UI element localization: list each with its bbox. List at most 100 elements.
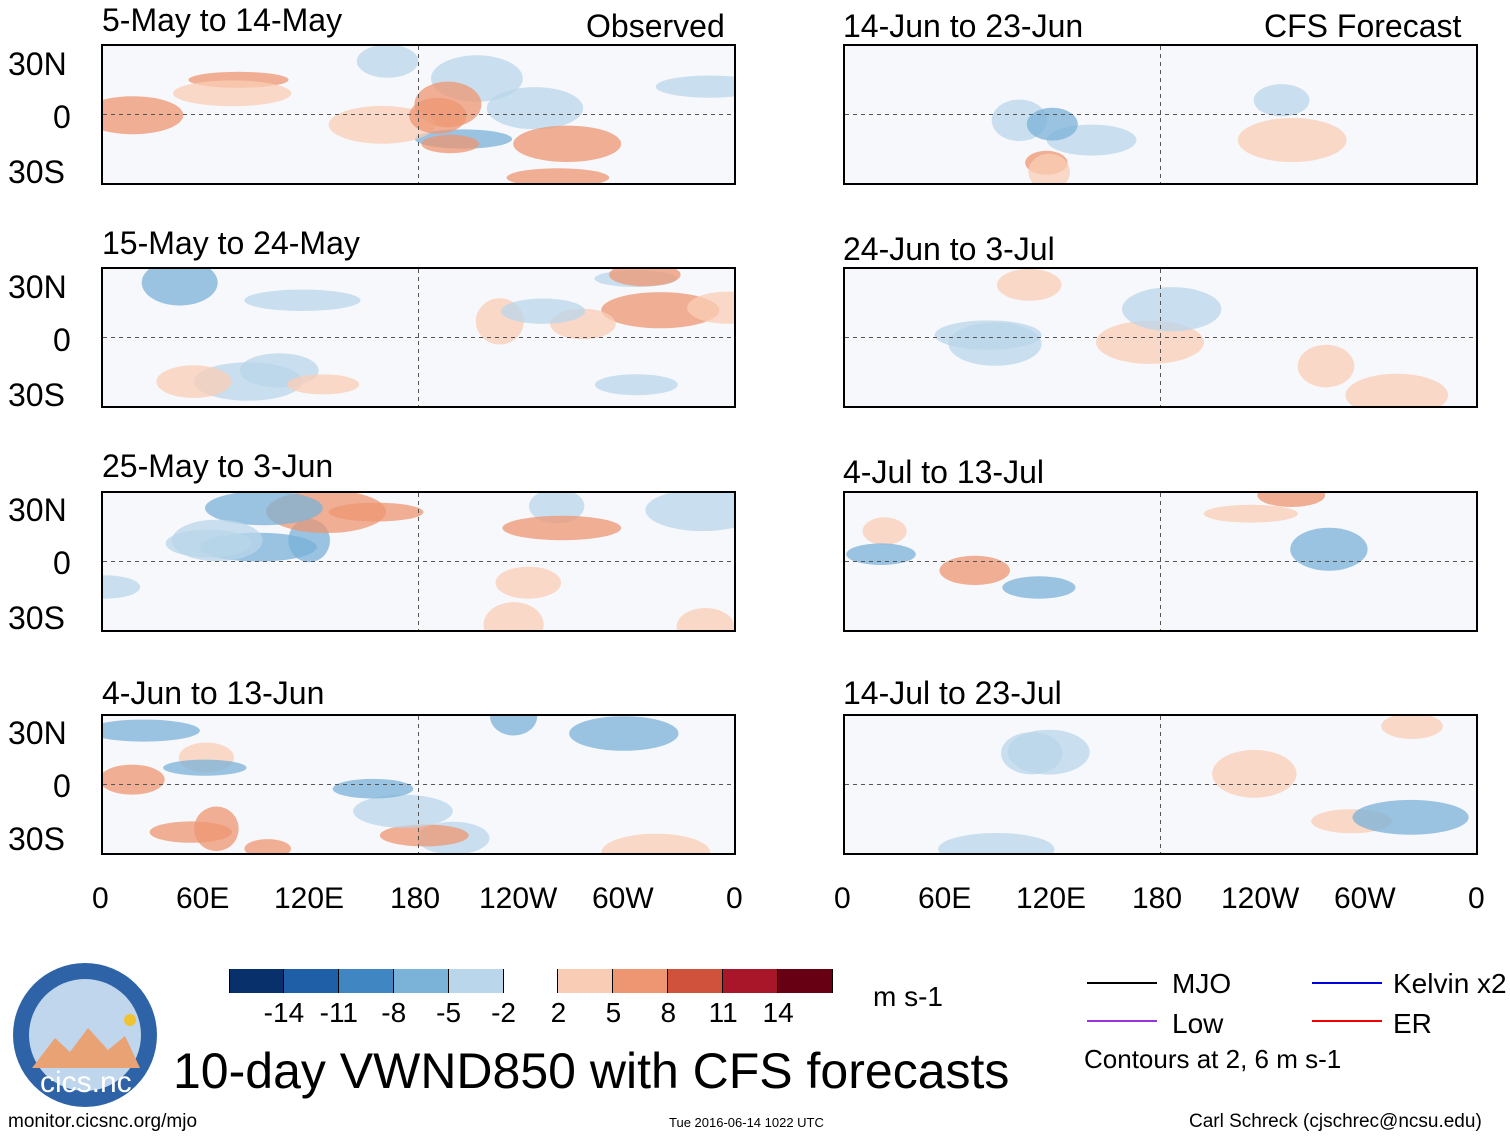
xtick-120e: 120E xyxy=(1016,882,1087,915)
panel-fcst-2-title: 24-Jun to 3-Jul xyxy=(843,231,1055,267)
anomaly-blob xyxy=(490,716,538,736)
anomaly-blob xyxy=(353,794,453,828)
xtick-60e: 60E xyxy=(176,882,230,915)
ytick-eq: 0 xyxy=(53,322,71,358)
colorbar-bin-7 xyxy=(613,969,669,993)
ytick-eq: 0 xyxy=(53,99,71,135)
anomaly-blob xyxy=(862,517,907,545)
xtick-180: 180 xyxy=(390,882,441,915)
colorbar-tick-3: -5 xyxy=(436,997,462,1028)
cics-logo: cics.nc xyxy=(10,960,160,1110)
colorbar-bin-6 xyxy=(558,969,614,993)
colorbar-tick-0: -14 xyxy=(263,997,305,1028)
xtick-180: 180 xyxy=(1132,882,1183,915)
ytick-30s: 30S xyxy=(8,377,65,413)
panel-obs-4-title: 4-Jun to 13-Jun xyxy=(102,675,325,711)
anomaly-blob xyxy=(103,575,141,599)
anomaly-blob xyxy=(846,543,916,565)
colorbar-units: m s-1 xyxy=(873,981,943,1012)
anomaly-blob xyxy=(687,291,734,324)
anomaly-blob xyxy=(163,759,247,776)
anomaly-blob xyxy=(103,719,200,742)
xtick-0e: 0 xyxy=(726,882,743,915)
observed-header: Observed xyxy=(586,8,725,44)
panel-obs-3-title: 25-May to 3-Jun xyxy=(102,448,334,484)
logo-text: cics.nc xyxy=(40,1066,132,1099)
anomaly-blob xyxy=(501,298,586,324)
panel-fcst-1 xyxy=(843,44,1478,185)
panel-field xyxy=(845,716,1476,853)
panel-fcst-3 xyxy=(843,491,1478,632)
xtick-0e: 0 xyxy=(1468,882,1485,915)
panel-obs-1 xyxy=(101,44,736,185)
ytick-30s: 30S xyxy=(8,154,65,190)
colorbar-bin-9 xyxy=(723,969,779,993)
colorbar-tick-7: 8 xyxy=(660,997,677,1028)
anomaly-blob xyxy=(506,168,610,183)
xtick-60w: 60W xyxy=(592,882,654,915)
xtick-0: 0 xyxy=(834,882,851,915)
colorbar-tick-8: 11 xyxy=(708,997,738,1028)
anomaly-blob xyxy=(156,365,232,398)
anomaly-blob xyxy=(483,602,544,630)
panel-field xyxy=(845,46,1476,183)
panel-field xyxy=(103,493,734,630)
anomaly-blob xyxy=(356,46,419,78)
anomaly-blob xyxy=(1352,799,1469,835)
colorbar-bin-5 xyxy=(503,969,559,993)
colorbar-bin-0 xyxy=(229,969,284,993)
panel-field xyxy=(103,46,734,183)
anomaly-blob xyxy=(149,821,232,843)
anomaly-blob xyxy=(1257,493,1326,507)
anomaly-blob xyxy=(569,716,679,751)
anomaly-blob xyxy=(1290,527,1368,571)
legend-er-label: ER xyxy=(1393,1008,1432,1039)
colorbar-bin-10 xyxy=(778,969,833,993)
colorbar-tick-1: -11 xyxy=(319,997,359,1028)
anomaly-blob xyxy=(486,87,584,130)
anomaly-blob xyxy=(1381,716,1443,739)
panel-obs-2 xyxy=(101,267,736,408)
anomaly-blob xyxy=(286,374,360,395)
anomaly-blob xyxy=(1203,504,1298,523)
anomaly-blob xyxy=(939,555,1010,585)
colorbar-tick-5: 2 xyxy=(550,997,567,1028)
colorbar-bin-3 xyxy=(393,969,449,993)
anomaly-blob xyxy=(1096,320,1204,364)
colorbar-tick-2: -8 xyxy=(381,997,407,1028)
xtick-60e: 60E xyxy=(918,882,972,915)
footer-author: Carl Schreck (cjschrec@ncsu.edu) xyxy=(1189,1111,1482,1132)
anomaly-blob xyxy=(948,322,1042,366)
legend-low-label: Low xyxy=(1172,1008,1224,1039)
footer-url[interactable]: monitor.cicsnc.org/mjo xyxy=(8,1111,198,1132)
forecast-header: CFS Forecast xyxy=(1264,8,1462,44)
anomaly-blob xyxy=(997,269,1062,301)
anomaly-blob xyxy=(1122,287,1222,332)
anomaly-blob xyxy=(502,515,622,541)
anomaly-blob xyxy=(609,269,681,287)
anomaly-blob xyxy=(529,493,585,524)
xtick-120e: 120E xyxy=(274,882,345,915)
anomaly-blob xyxy=(141,269,218,306)
xtick-120w: 120W xyxy=(479,882,558,915)
panel-obs-2-title: 15-May to 24-May xyxy=(102,225,360,261)
anomaly-blob xyxy=(1026,107,1078,141)
legend-mjo-label: MJO xyxy=(1172,968,1232,999)
main-title: 10-day VWND850 with CFS forecasts xyxy=(173,1043,1010,1099)
ytick-30n: 30N xyxy=(8,492,67,528)
anomaly-blob xyxy=(103,764,165,795)
anomaly-blob xyxy=(332,778,414,799)
contour-note: Contours at 2, 6 m s-1 xyxy=(1084,1044,1342,1074)
panel-fcst-2 xyxy=(843,267,1478,408)
colorbar-tick-9: 14 xyxy=(762,997,794,1028)
colorbar-bin-2 xyxy=(338,969,394,993)
anomaly-blob xyxy=(1007,729,1090,775)
anomaly-blob xyxy=(205,493,323,526)
ytick-30s: 30S xyxy=(8,821,65,857)
legend-mjo-line xyxy=(1087,982,1157,984)
legend-kelvin-line xyxy=(1312,982,1382,984)
anomaly-blob xyxy=(173,80,292,107)
anomaly-blob xyxy=(328,105,436,144)
anomaly-blob xyxy=(379,824,469,847)
legend-kelvin-label: Kelvin x2 xyxy=(1393,968,1507,999)
